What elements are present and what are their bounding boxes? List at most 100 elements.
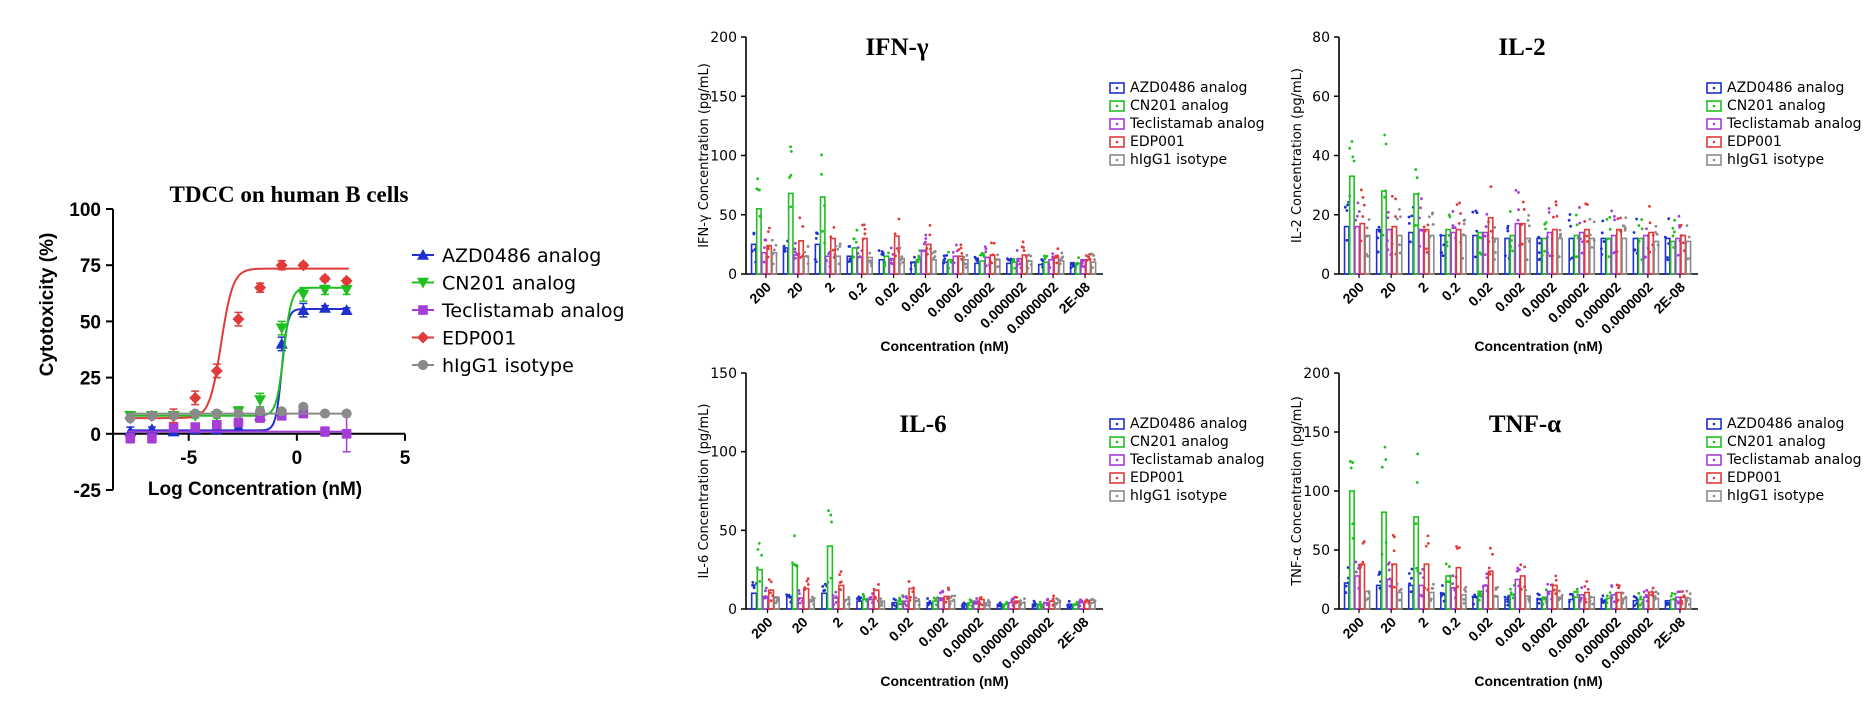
legend-label: EDP001 <box>1130 134 1185 150</box>
replicate-dot <box>806 577 810 581</box>
replicate-dot <box>1656 592 1660 595</box>
replicate-dot <box>1083 600 1087 604</box>
legend-label: Teclistamab analog <box>1129 452 1265 468</box>
y-axis-label: TNF-α Concentration (pg/mL) <box>1290 396 1305 587</box>
replicate-dot <box>793 563 796 567</box>
replicate-dot <box>751 583 754 587</box>
replicate-dot <box>762 246 766 250</box>
replicate-dot <box>770 238 774 242</box>
replicate-dot <box>1487 571 1491 575</box>
replicate-dot <box>991 253 995 257</box>
replicate-dot <box>1517 584 1521 588</box>
legend-item-teclistamab-analog: Teclistamab analog <box>1706 116 1862 132</box>
bar <box>1391 225 1398 275</box>
replicate-dot <box>942 601 946 605</box>
y-tick-label: 150 <box>1303 425 1330 441</box>
legend-item-azd0486-analog: AZD0486 analog <box>412 245 601 267</box>
legend-dot <box>1115 422 1119 426</box>
replicate-dot <box>900 255 904 259</box>
replicate-dot <box>1010 260 1014 264</box>
x-tick-label: 200 <box>1339 614 1367 642</box>
replicate-dot <box>1356 201 1360 205</box>
replicate-dot <box>763 596 766 600</box>
replicate-dot <box>1588 599 1592 603</box>
bar <box>1021 254 1028 275</box>
data-point <box>340 274 353 287</box>
replicate-dot <box>1592 239 1596 242</box>
replicate-dot <box>1478 592 1482 595</box>
replicate-dot <box>1509 244 1513 248</box>
bar <box>1472 234 1479 275</box>
replicate-dot <box>1410 567 1414 571</box>
replicate-dot <box>774 601 778 605</box>
y-tick-label: 200 <box>710 30 737 46</box>
replicate-dot <box>959 246 963 250</box>
bar <box>1455 566 1462 610</box>
replicate-dot <box>1648 204 1651 208</box>
replicate-dot <box>793 250 797 254</box>
replicate-dot <box>789 205 793 209</box>
replicate-dot <box>1555 214 1559 218</box>
replicate-dot <box>1072 261 1075 265</box>
replicate-dot <box>987 603 991 607</box>
replicate-dot <box>1392 549 1396 553</box>
x-axis-label: Concentration (nM) <box>880 673 1008 689</box>
replicate-dot <box>1682 249 1686 253</box>
replicate-dot <box>1667 602 1671 605</box>
bar <box>750 592 758 610</box>
replicate-dot <box>1462 233 1465 236</box>
data-point <box>318 285 331 296</box>
legend-dot <box>1115 104 1119 108</box>
y-tick-label: -25 <box>74 481 102 502</box>
replicate-dot <box>838 245 842 248</box>
replicate-dot <box>1441 254 1445 258</box>
replicate-dot <box>1058 599 1062 603</box>
replicate-dot <box>1669 594 1673 598</box>
replicate-dot <box>1044 255 1048 259</box>
data-point <box>340 285 353 296</box>
replicate-dot <box>1421 567 1425 571</box>
replicate-dot <box>794 256 797 260</box>
bar <box>1653 240 1660 275</box>
replicate-dot <box>1464 585 1468 589</box>
bar <box>1423 563 1430 610</box>
replicate-dot <box>964 266 968 269</box>
bar <box>1428 234 1435 275</box>
replicate-dot <box>1686 257 1690 261</box>
replicate-dot <box>847 602 850 606</box>
legend-item-cn201-analog: CN201 analog <box>1109 98 1229 114</box>
replicate-dot <box>932 257 935 260</box>
replicate-dot <box>1551 583 1555 587</box>
x-tick-label: 0.02 <box>1465 279 1496 310</box>
replicate-dot <box>922 249 925 253</box>
replicate-dot <box>1462 219 1466 222</box>
replicate-dot <box>1580 251 1584 255</box>
replicate-dot <box>1612 214 1616 218</box>
replicate-dot <box>1568 213 1572 216</box>
replicate-dot <box>1483 234 1487 238</box>
replicate-dot <box>1058 258 1062 262</box>
replicate-dot <box>952 598 956 602</box>
legend-item-edp001: EDP001 <box>1109 470 1185 486</box>
replicate-dot <box>879 597 883 601</box>
replicate-dot <box>1010 599 1014 603</box>
bar <box>930 258 937 275</box>
bar <box>1600 237 1607 275</box>
legend-label: Teclistamab analog <box>1129 116 1265 132</box>
replicate-dot <box>1503 595 1507 599</box>
replicate-dot <box>1682 594 1686 598</box>
replicate-dot <box>1508 210 1512 213</box>
replicate-dot <box>847 260 851 263</box>
replicate-dot <box>820 153 823 157</box>
replicate-dot <box>916 260 920 264</box>
replicate-dot <box>810 595 814 599</box>
data-point <box>211 408 222 419</box>
replicate-dot <box>1426 541 1430 545</box>
replicate-dot <box>1671 234 1675 238</box>
legend-swatch <box>1109 436 1125 448</box>
replicate-dot <box>973 255 977 259</box>
replicate-dot <box>1481 584 1485 588</box>
y-axis-label: Cytotoxicity (%) <box>37 233 58 377</box>
replicate-dot <box>1414 522 1418 526</box>
replicate-dot <box>1439 591 1443 595</box>
